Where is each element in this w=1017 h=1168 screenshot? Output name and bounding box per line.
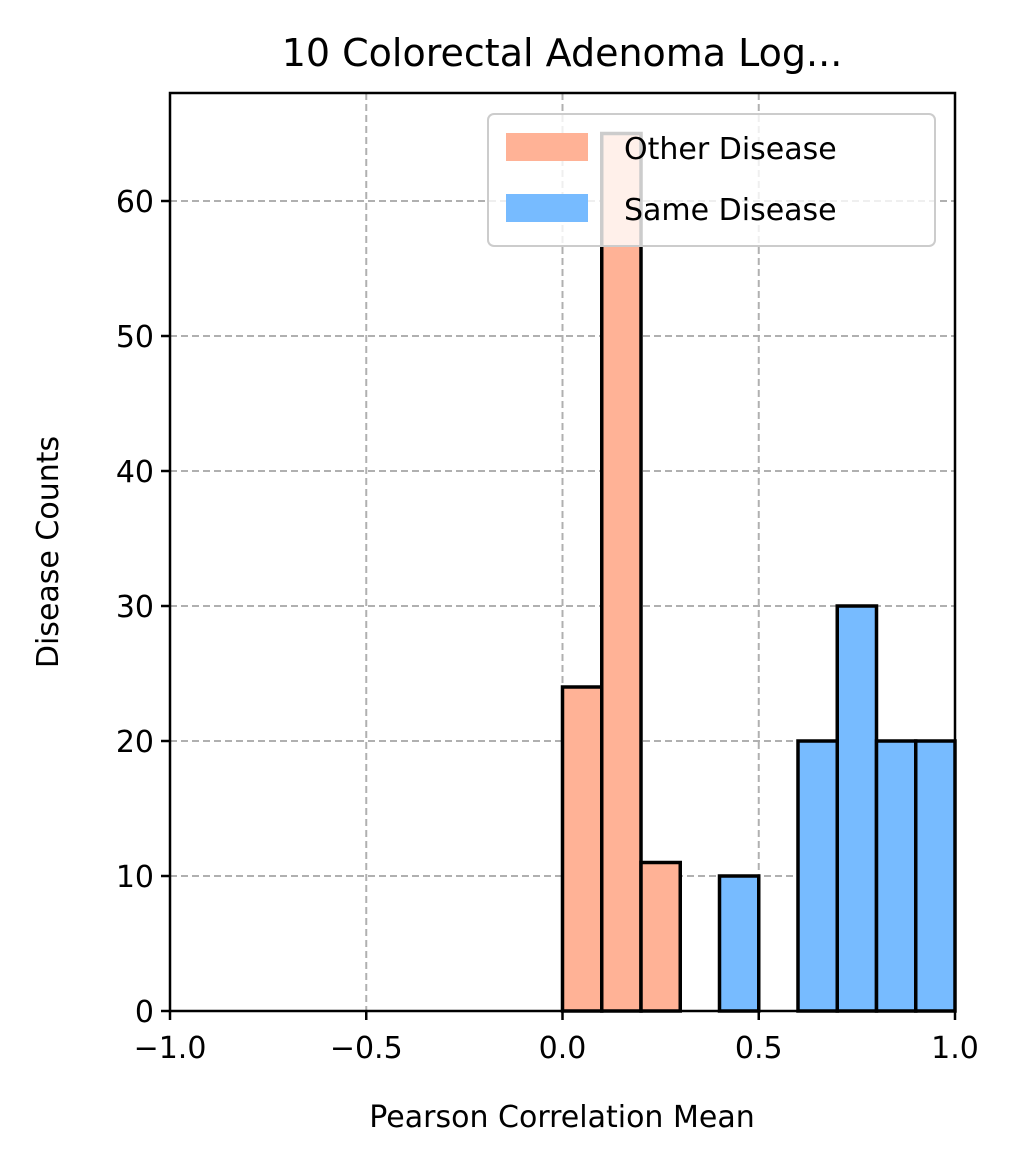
same-disease-bar xyxy=(914,739,957,1013)
same-disease-bar xyxy=(835,604,879,1013)
legend-swatch-other-disease xyxy=(506,133,588,161)
y-axis-ticks: 0 10 20 30 40 50 60 xyxy=(116,185,170,1030)
legend: Other Disease Same Disease xyxy=(487,113,936,247)
same-disease-bar xyxy=(717,874,761,1013)
legend-label-same-disease: Same Disease xyxy=(624,193,837,228)
y-axis-label: Disease Counts xyxy=(31,436,66,668)
same-disease-bar xyxy=(874,739,918,1013)
y-tick-label: 50 xyxy=(116,320,154,355)
x-axis-label: Pearson Correlation Mean xyxy=(369,1100,754,1135)
other-disease-bar xyxy=(600,131,643,1013)
other-disease-bar xyxy=(639,860,682,1013)
y-tick-label: 0 xyxy=(135,995,154,1030)
y-tick-label: 60 xyxy=(116,185,154,220)
bars xyxy=(560,131,957,1013)
x-axis-ticks: −1.0 −0.5 0.0 0.5 1.0 xyxy=(134,1011,979,1066)
same-disease-bar xyxy=(796,739,839,1013)
x-tick-label: 0.0 xyxy=(539,1031,587,1066)
y-tick-label: 40 xyxy=(116,455,154,490)
x-tick-label: 0.5 xyxy=(735,1031,783,1066)
y-tick-label: 10 xyxy=(116,860,154,895)
legend-box xyxy=(487,113,936,247)
y-tick-label: 20 xyxy=(116,725,154,760)
x-tick-label: 1.0 xyxy=(931,1031,979,1066)
chart-title: 10 Colorectal Adenoma Log... xyxy=(282,31,843,75)
y-tick-label: 30 xyxy=(116,590,154,625)
legend-swatch-same-disease xyxy=(506,194,588,222)
x-tick-label: −0.5 xyxy=(330,1031,403,1066)
x-tick-label: −1.0 xyxy=(134,1031,207,1066)
other-disease-bar xyxy=(560,685,604,1013)
legend-label-other-disease: Other Disease xyxy=(624,132,837,167)
